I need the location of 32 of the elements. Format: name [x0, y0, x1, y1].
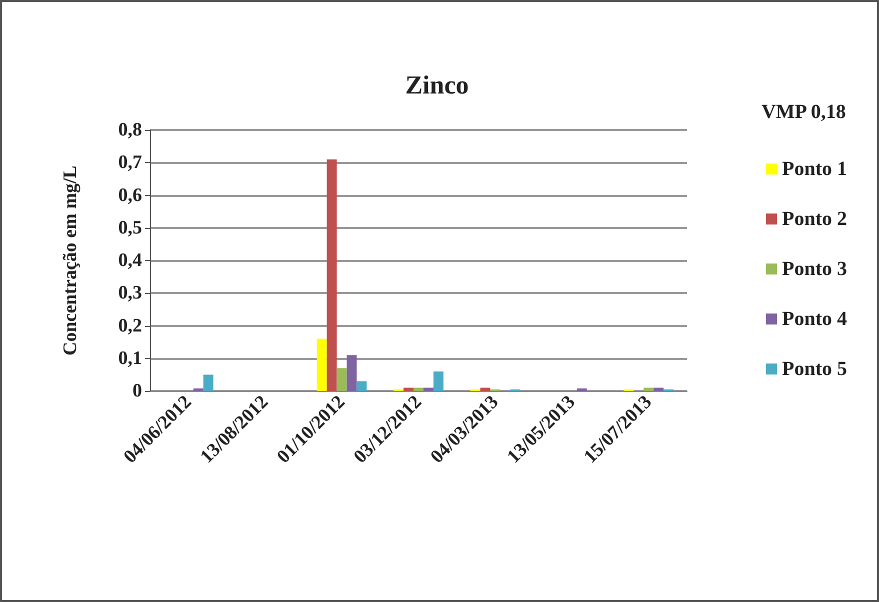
bar [576, 388, 587, 391]
bar [336, 368, 347, 391]
bar [203, 374, 214, 391]
y-tick-label: 0 [132, 380, 142, 402]
y-tick-label: 0,2 [118, 315, 142, 336]
bar [644, 388, 654, 391]
bar [423, 388, 434, 391]
bar [414, 388, 424, 391]
legend-label: Ponto 3 [782, 258, 847, 280]
text: VMP 0,18 [761, 101, 846, 123]
y-tick-label: 0,7 [118, 152, 142, 174]
chart-title: Zinco [405, 70, 469, 100]
bar [480, 388, 490, 391]
y-axis-title: Concentração em mg/L [60, 166, 81, 356]
bar [356, 381, 367, 391]
legend-label: Ponto 1 [782, 158, 847, 180]
legend-label: Ponto 4 [782, 308, 847, 330]
y-tick-label: 0,6 [118, 184, 142, 206]
bar [316, 338, 327, 391]
bar [404, 388, 414, 391]
y-tick-label: 0,1 [118, 348, 142, 369]
bar [654, 388, 664, 391]
legend-label: Ponto 2 [782, 208, 847, 230]
y-tick-label: 0,3 [118, 282, 142, 304]
y-tick-label: 0,5 [118, 217, 142, 238]
bar [326, 159, 337, 391]
bar [433, 371, 444, 391]
bar [193, 388, 204, 391]
y-tick-label: 0,4 [118, 250, 142, 271]
legend-label: Ponto 5 [782, 358, 847, 380]
bar [346, 355, 357, 391]
y-tick-label: 0,8 [118, 120, 142, 140]
